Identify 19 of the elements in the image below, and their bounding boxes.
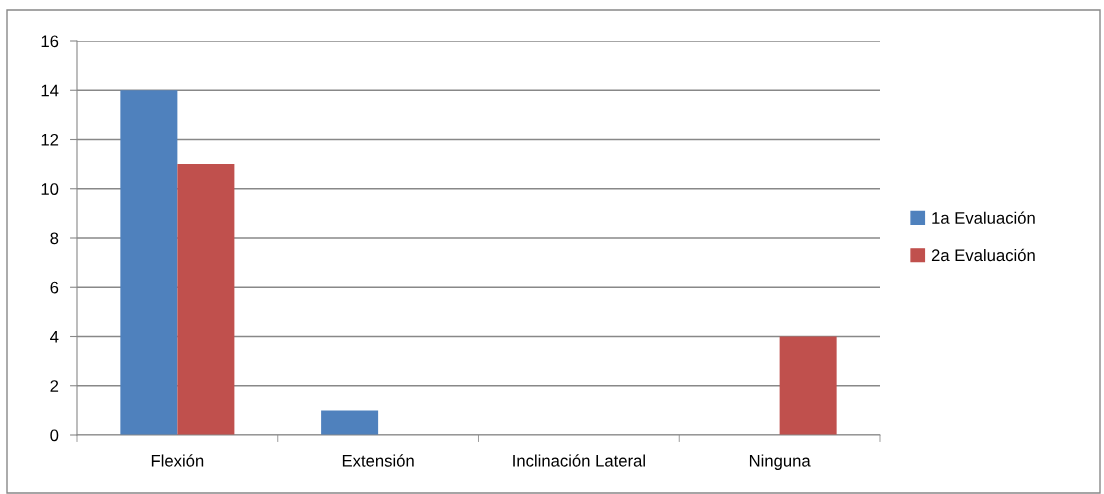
y-tick-label: 6: [50, 281, 59, 294]
y-tick-label: 16: [41, 35, 59, 48]
y-tick-label: 10: [41, 183, 59, 195]
y-tick-label: 4: [50, 331, 59, 343]
y-tick-label: 0: [50, 429, 59, 442]
y-tick-label: 2: [50, 380, 59, 392]
y-tick-label: 14: [41, 84, 59, 97]
y-tick-label: 8: [50, 232, 59, 245]
bar: [321, 410, 379, 435]
legend-label: 1a Evaluación: [932, 211, 1035, 224]
bar: [177, 164, 235, 435]
x-tick-label: Ninguna: [749, 454, 811, 470]
y-tick-label: 12: [41, 133, 59, 146]
legend-label: 2a Evaluación: [931, 248, 1035, 262]
x-tick-label: Extensión: [342, 454, 414, 467]
x-tick-label: Inclinación Lateral: [513, 454, 645, 467]
bar: [120, 90, 178, 435]
bar: [779, 336, 837, 435]
x-tick-label: Flexión: [151, 454, 204, 467]
